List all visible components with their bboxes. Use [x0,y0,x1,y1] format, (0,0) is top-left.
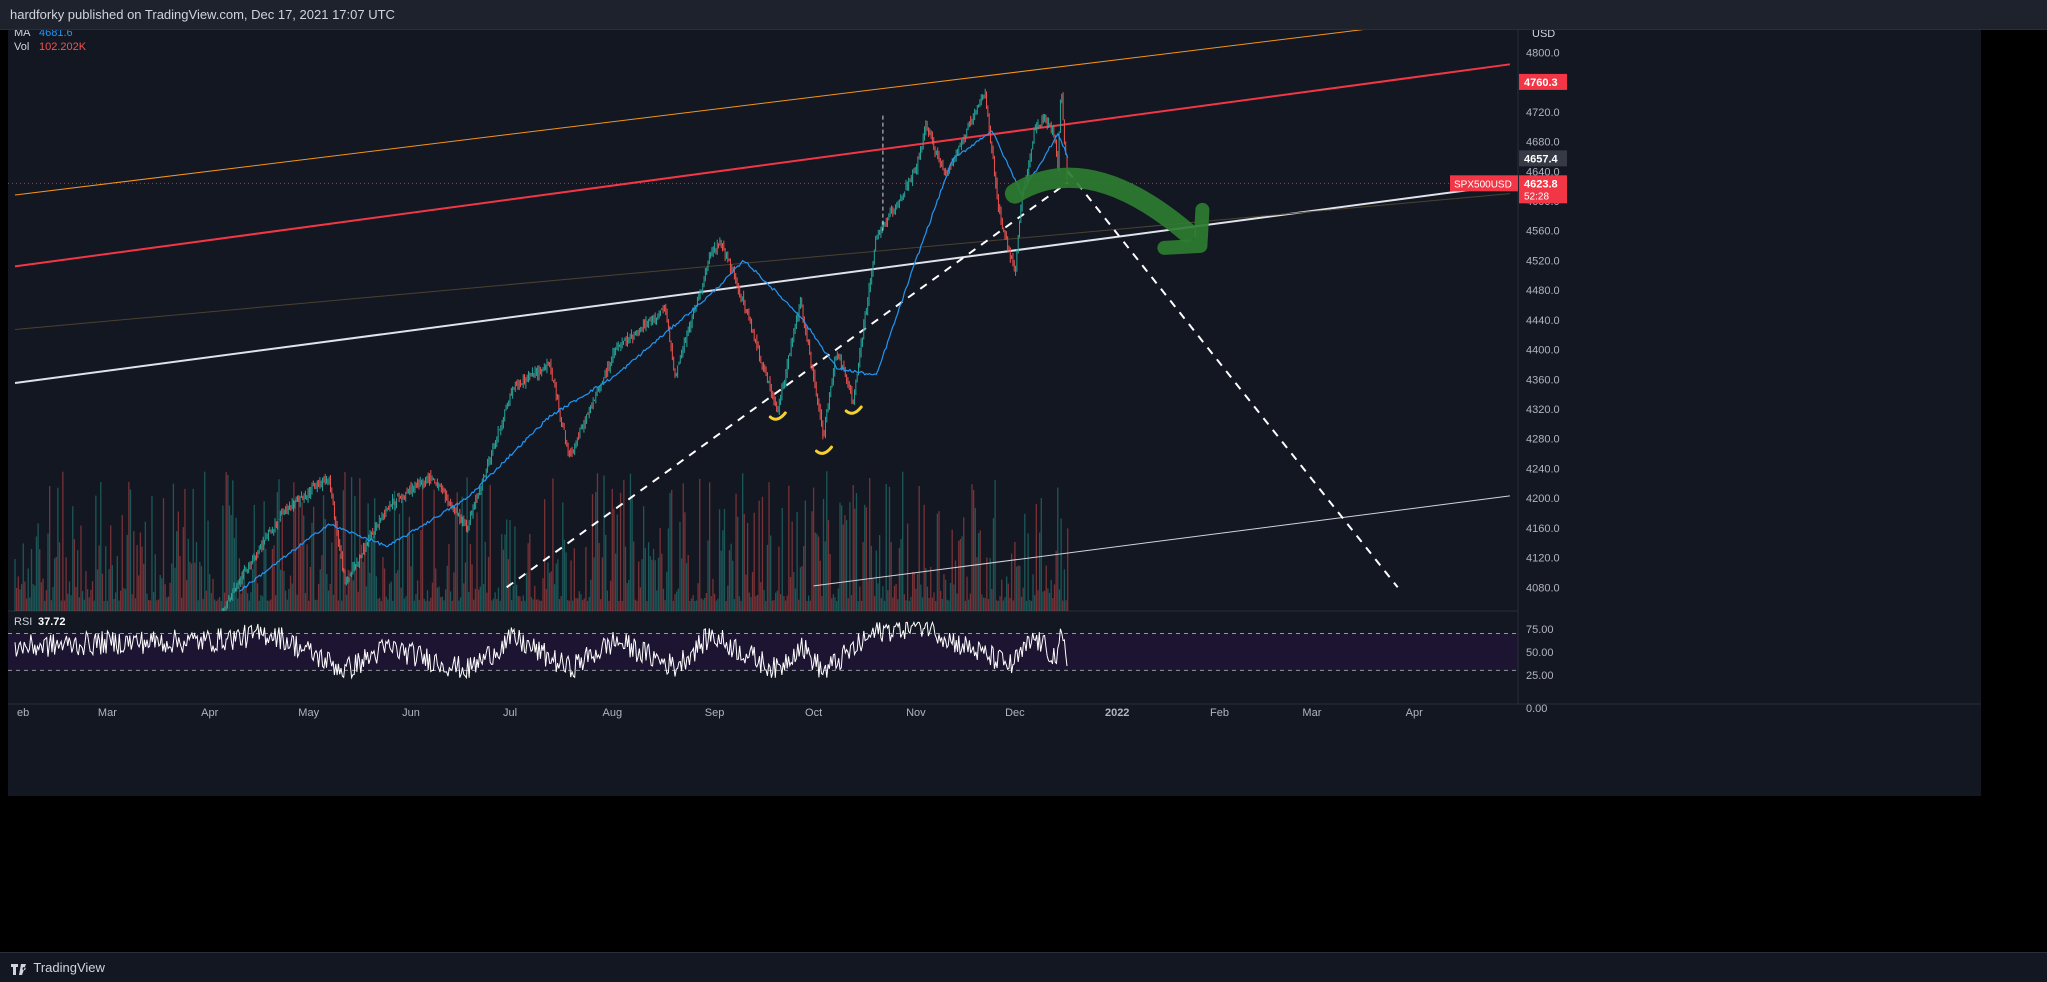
time-tick-label: Feb [1210,707,1229,719]
price-tick-label: 4320.0 [1526,404,1560,416]
header-bar: hardforky published on TradingView.com, … [0,0,2047,30]
price-tick-label: 4280.0 [1526,434,1560,446]
time-tick-label: Oct [805,707,822,719]
price-tick-label: 4520.0 [1526,255,1560,267]
axis-bg [1518,30,1981,796]
current-price: 4623.8 [1524,178,1558,190]
rsi-value: 37.72 [38,616,66,628]
publisher-line: hardforky published on TradingView.com, … [10,7,395,22]
time-tick-label: May [298,707,319,719]
rsi-label: RSI [14,616,32,628]
bottom-marker [844,405,863,415]
time-tick-label: Aug [603,707,623,719]
time-tick-label: eb [17,707,29,719]
currency-label: USD [1532,30,1555,40]
price-tick-label: 4640.0 [1526,166,1560,178]
symbol-tag: SPX500USD [1454,179,1512,190]
trend-line [14,63,1511,268]
trend-arrow [1004,167,1197,242]
annotations [768,115,1210,455]
price-tick-label: 4480.0 [1526,285,1560,297]
time-tick-label: Apr [201,707,218,719]
price-tick-label: 4400.0 [1526,345,1560,357]
vol-label: Vol [14,41,29,53]
price-tick-label: 4680.0 [1526,137,1560,149]
price-tick-label: 4080.0 [1526,582,1560,594]
ma-price-tag: 4657.4 [1524,153,1559,165]
price-tick-label: 4560.0 [1526,226,1560,238]
main-pane [8,30,1518,611]
footer-bar: TradingView [0,952,2047,982]
trend-line [506,181,1069,589]
price-tick-label: 4160.0 [1526,523,1560,535]
ma-line [239,130,1069,592]
ma-label: MA [14,30,31,39]
rsi-tick-label: 50.00 [1526,647,1554,659]
vol-value: 102.202K [39,41,87,53]
time-tick-label: Apr [1406,707,1423,719]
candle-countdown: 52:28 [1524,191,1549,202]
time-tick-label: Jun [402,707,420,719]
rsi-tick-label: 25.00 [1526,670,1554,682]
chart-area[interactable]: 4840.04800.04760.04720.04680.04640.04600… [8,18,1981,796]
trend-line [14,30,1364,196]
price-tick-label: 4440.0 [1526,315,1560,327]
bottom-marker [768,411,787,421]
trend-line [1066,170,1399,588]
moving-average-series [239,130,1069,592]
brand-name: TradingView [33,960,105,975]
time-tick-label: Sep [705,707,725,719]
price-tick-label: 4120.0 [1526,553,1560,565]
trend-line [14,193,1510,331]
price-tick-label: 4720.0 [1526,107,1560,119]
red-line-price-tag: 4760.3 [1524,77,1558,89]
tradingview-logo-icon [11,963,26,975]
time-tick-label: Mar [98,707,117,719]
trend-arrow-head [1157,202,1210,255]
price-series [220,88,1068,611]
red-line-price-tag-bg [1519,73,1567,90]
time-tick-label: Jul [503,707,517,719]
rsi-tick-label: 75.00 [1526,624,1554,636]
ma-price-tag-bg [1519,150,1567,167]
time-tick-label: Mar [1302,707,1321,719]
rsi-band-fill [8,633,1518,671]
symbol-tag-bg [1450,175,1518,192]
price-tick-label: 4240.0 [1526,463,1560,475]
bottom-marker [815,445,833,455]
trend-lines [8,30,1518,589]
current-price-tag-bg [1519,175,1567,204]
time-tick-label: Nov [906,707,926,719]
time-tick-label: Dec [1005,707,1025,719]
price-tick-label: 4200.0 [1526,493,1560,505]
trend-line [813,495,1510,587]
price-axis: 4840.04800.04760.04720.04680.04640.04600… [1450,18,1981,796]
time-tick-label: 2022 [1105,707,1129,719]
ma-value: 4681.6 [39,30,73,39]
rsi-line [14,620,1068,680]
time-axis: eb Mar Apr May Jun Jul Aug Sep Oct Nov Dec 2022 Feb M… [8,703,1981,719]
legend: RSI 37.72 MA 4681.6 Vol 102.202K [14,27,87,628]
trend-line [14,183,1511,385]
rsi-tick-label: 0.00 [1526,703,1547,715]
rsi-pane [8,620,1518,680]
price-tick-label: 4360.0 [1526,374,1560,386]
volume-bars [14,471,1069,611]
price-tick-label: 4800.0 [1526,47,1560,59]
chart-svg[interactable]: 4840.04800.04760.04720.04680.04640.04600… [8,18,1981,796]
